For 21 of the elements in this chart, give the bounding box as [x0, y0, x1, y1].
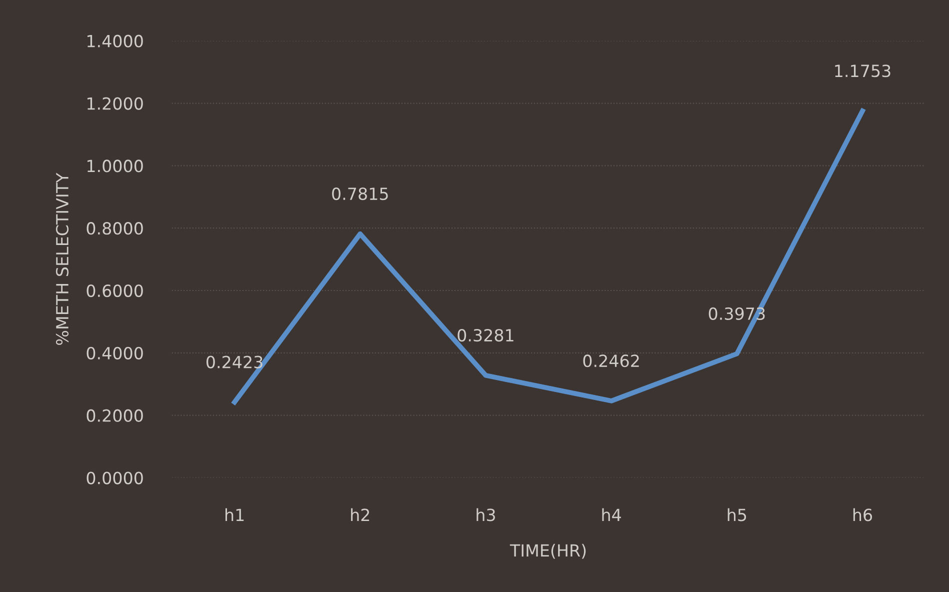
x-tick-label: h6: [853, 508, 872, 522]
y-tick-label: 0.0000: [86, 472, 143, 484]
x-tick-label: h4: [602, 508, 621, 521]
x-tick-label: h5: [728, 508, 746, 522]
y-tick-label: 1.2000: [88, 97, 143, 110]
x-tick-label: h3: [476, 508, 495, 522]
y-tick-label: 0.6000: [86, 284, 143, 298]
x-axis-title: TIME(HR): [510, 544, 586, 559]
y-tick-label: 1.4000: [88, 34, 143, 48]
data-label: 0.7815: [332, 187, 388, 200]
y-tick-label: 0.2000: [86, 409, 143, 422]
x-tick-label: h2: [351, 508, 370, 521]
x-tick-label: h1: [225, 508, 244, 521]
y-axis-title: %METH SELECTIVITY: [56, 172, 69, 345]
data-label: 0.3281: [458, 328, 514, 342]
data-label: 1.1753: [835, 64, 890, 78]
y-tick-label: 0.8000: [86, 222, 143, 235]
y-tick-label: 1.0000: [88, 160, 143, 172]
data-label: 0.2462: [583, 354, 639, 368]
y-tick-label: 0.4000: [86, 346, 143, 360]
data-label: 0.2423: [206, 356, 262, 368]
